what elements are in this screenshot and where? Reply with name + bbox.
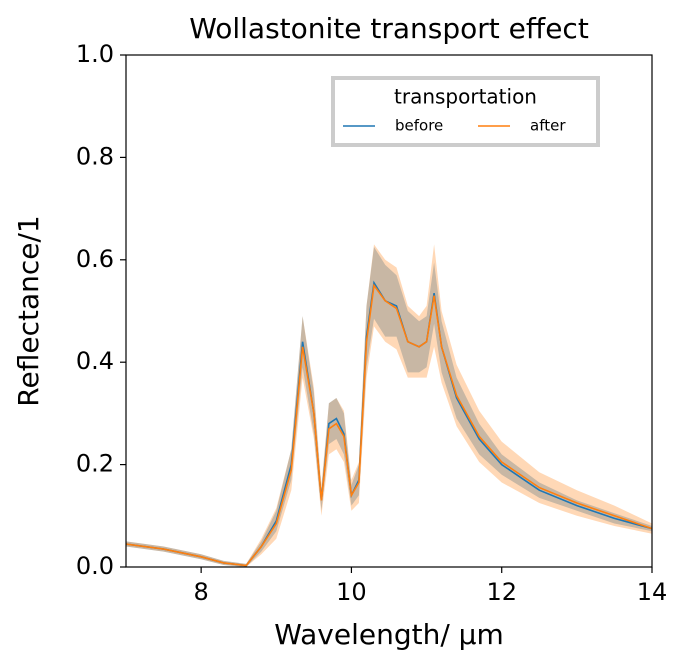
legend-label: before bbox=[395, 117, 443, 135]
legend-box bbox=[331, 76, 600, 147]
chart-title: Wollastonite transport effect bbox=[189, 12, 589, 45]
y-tick-label: 1.0 bbox=[76, 40, 114, 68]
x-tick-label: 10 bbox=[336, 578, 367, 606]
y-tick-label: 0.2 bbox=[76, 450, 114, 478]
error-band bbox=[126, 244, 652, 567]
y-axis-label: Reflectance/1 bbox=[12, 215, 45, 406]
y-tick-label: 0.6 bbox=[76, 245, 114, 273]
y-tick-label: 0.8 bbox=[76, 142, 114, 170]
error-band bbox=[126, 247, 652, 567]
x-tick-label: 14 bbox=[637, 578, 668, 606]
y-tick-label: 0.0 bbox=[76, 552, 114, 580]
legend-title: transportation bbox=[394, 85, 537, 109]
legend-label: after bbox=[530, 117, 566, 135]
x-tick-label: 12 bbox=[486, 578, 517, 606]
plot-frame bbox=[125, 54, 653, 568]
x-axis-label: Wavelength/ µm bbox=[274, 618, 504, 651]
series-line bbox=[125, 283, 653, 567]
y-tick-label: 0.4 bbox=[76, 347, 114, 375]
x-tick-label: 8 bbox=[194, 578, 209, 606]
